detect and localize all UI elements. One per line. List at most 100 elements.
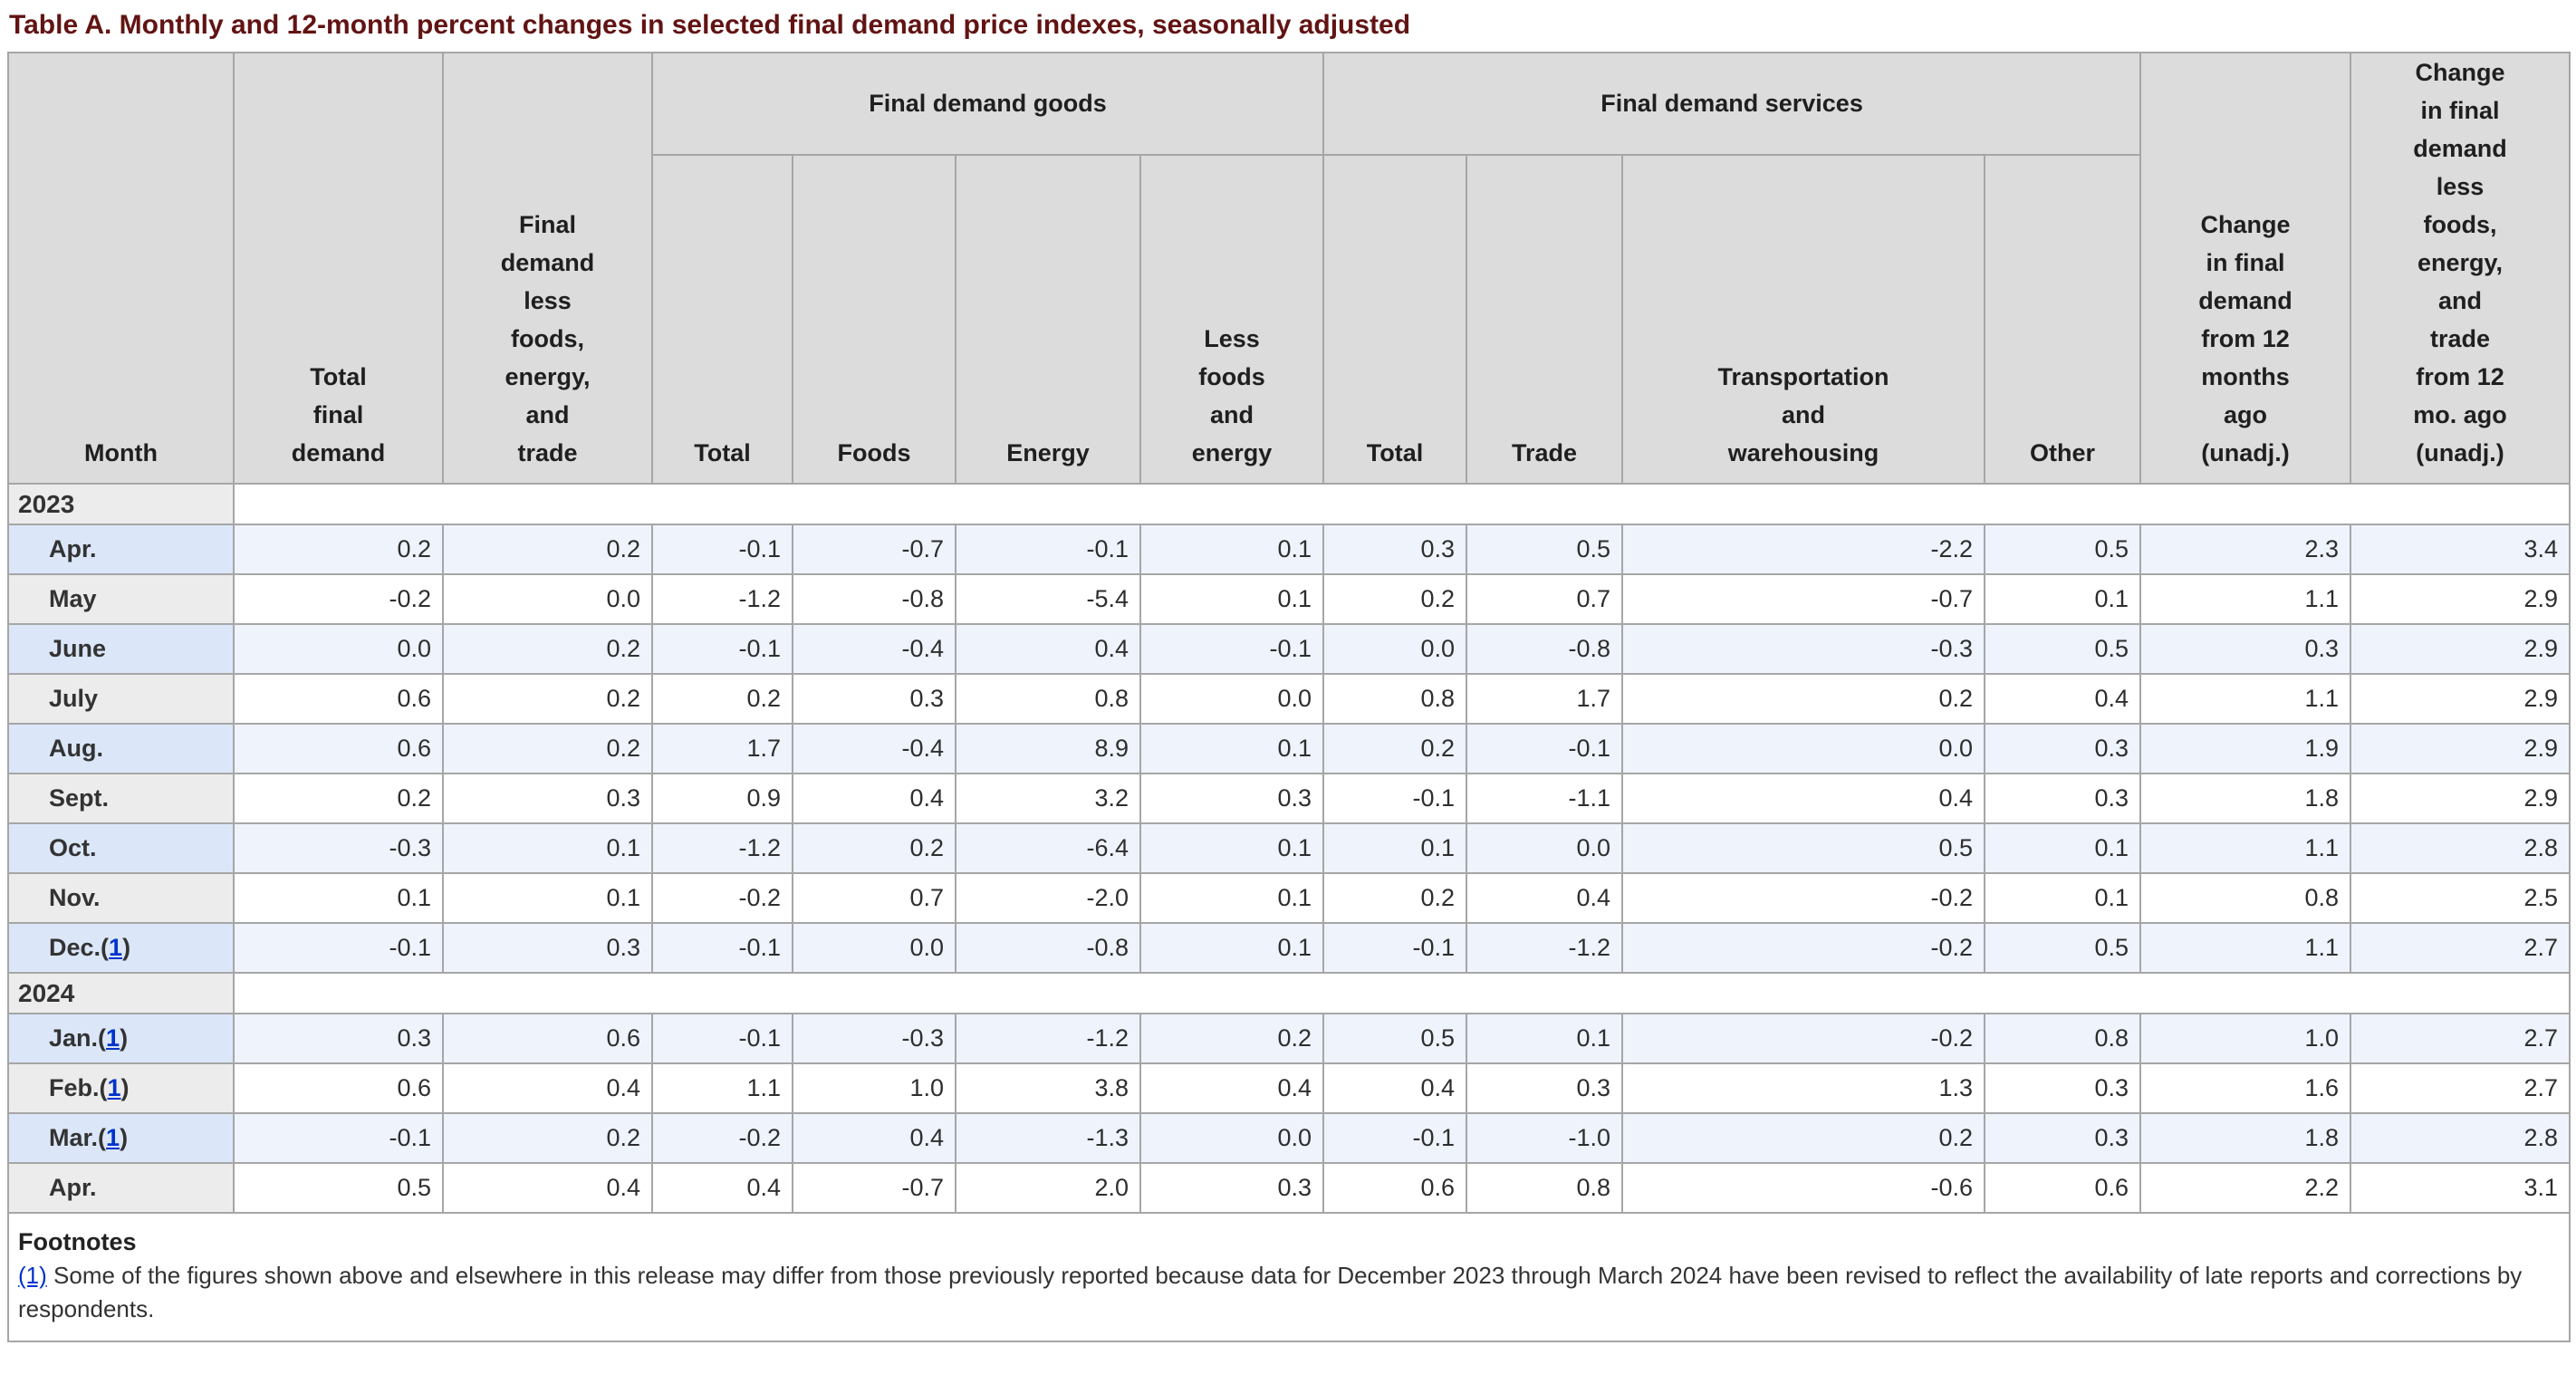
table-row: June 0.0 0.2 -0.1 -0.4 0.4 -0.1 0.0 -0.8 -0.3 0.5 0…: [7, 623, 2571, 675]
value-cell: -0.7: [792, 1162, 956, 1214]
month-label: May: [49, 585, 97, 612]
table-row: Nov. 0.1 0.1 -0.2 0.7 -2.0 0.1 0.2 0.4 -0.2 0.1 0.8…: [7, 872, 2571, 924]
header-goods-energy: Energy: [955, 153, 1141, 485]
month-label: Oct.: [49, 834, 97, 861]
value-cell: 0.4: [651, 1162, 793, 1214]
value-cell: 0.3: [792, 673, 956, 725]
header-services-trade: Trade: [1466, 153, 1624, 485]
value-cell: 0.4: [1466, 872, 1624, 924]
value-cell: -1.1: [1466, 773, 1624, 824]
value-cell: 2.7: [2350, 1013, 2571, 1064]
value-cell: 0.1: [233, 872, 444, 924]
value-cell: 0.8: [1984, 1013, 2142, 1064]
value-cell: 0.2: [1322, 573, 1468, 625]
value-cell: 0.2: [442, 673, 653, 725]
header-group-row: Month Total final demand Final demand le…: [7, 52, 2571, 485]
month-label: Mar.: [49, 1124, 99, 1151]
value-cell: 0.0: [792, 922, 956, 974]
value-cell: 0.3: [442, 922, 653, 974]
year-label: 2023: [7, 483, 235, 525]
value-cell: 8.9: [955, 723, 1141, 774]
value-cell: -0.8: [1466, 623, 1624, 675]
value-cell: 1.7: [651, 723, 793, 774]
table-row: Sept. 0.2 0.3 0.9 0.4 3.2 0.3 -0.1 -1.1 0.4 0.3 1.8…: [7, 773, 2571, 824]
value-cell: -1.2: [651, 822, 793, 874]
footnote-ref-paren: ): [120, 1024, 129, 1052]
value-cell: 0.6: [233, 723, 444, 774]
value-cell: 1.8: [2139, 773, 2352, 824]
value-cell: 0.4: [792, 1112, 956, 1164]
month-cell: May: [7, 573, 235, 625]
header-total-final-demand: Total final demand: [233, 52, 444, 485]
table-row: Feb.(1) 0.6 0.4 1.1 1.0 3.8 0.4 0.4 0.3 1.3 0.3 1.6…: [7, 1062, 2571, 1114]
month-cell: Aug.: [7, 723, 235, 774]
value-cell: 0.2: [792, 822, 956, 874]
value-cell: 0.4: [1984, 673, 2142, 725]
footnote-ref-link[interactable]: 1: [106, 1124, 120, 1151]
value-cell: 0.2: [442, 1112, 653, 1164]
value-cell: 0.1: [1984, 573, 2142, 625]
value-cell: 0.2: [1322, 872, 1468, 924]
value-cell: -0.2: [1621, 1013, 1986, 1064]
value-cell: -0.1: [233, 922, 444, 974]
value-cell: 2.9: [2350, 723, 2571, 774]
month-cell: Mar.(1): [7, 1112, 235, 1164]
value-cell: -0.1: [233, 1112, 444, 1164]
value-cell: -0.2: [1621, 922, 1986, 974]
month-cell: Feb.(1): [7, 1062, 235, 1114]
value-cell: 0.0: [1139, 673, 1325, 725]
value-cell: -0.3: [1621, 623, 1986, 675]
value-cell: 0.3: [2139, 623, 2352, 675]
value-cell: 0.6: [233, 673, 444, 725]
value-cell: -0.8: [955, 922, 1141, 974]
footnote-text: Some of the figures shown above and else…: [18, 1262, 2523, 1322]
value-cell: -0.1: [651, 623, 793, 675]
value-cell: 0.8: [955, 673, 1141, 725]
table-row: May -0.2 0.0 -1.2 -0.8 -5.4 0.1 0.2 0.7 -0.7 0.1 1.…: [7, 573, 2571, 625]
value-cell: 2.9: [2350, 573, 2571, 625]
month-label: Feb.: [49, 1074, 100, 1101]
month-cell: Jan.(1): [7, 1013, 235, 1064]
month-cell: June: [7, 623, 235, 675]
value-cell: 1.1: [2139, 922, 2352, 974]
value-cell: 0.4: [442, 1162, 653, 1214]
value-cell: 0.1: [1139, 573, 1325, 625]
month-cell: July: [7, 673, 235, 725]
value-cell: 0.1: [1984, 872, 2142, 924]
value-cell: 0.3: [1139, 1162, 1325, 1214]
footnote-ref-link[interactable]: 1: [109, 934, 123, 961]
value-cell: -6.4: [955, 822, 1141, 874]
footnote-marker-link[interactable]: (1): [18, 1262, 47, 1289]
value-cell: 0.2: [442, 524, 653, 575]
value-cell: 0.3: [233, 1013, 444, 1064]
header-services-total: Total: [1322, 153, 1468, 485]
value-cell: -0.1: [1139, 623, 1325, 675]
value-cell: 0.2: [233, 773, 444, 824]
month-label: Apr.: [49, 535, 97, 562]
footnote-ref-paren: (: [98, 1024, 107, 1052]
value-cell: 2.3: [2139, 524, 2352, 575]
value-cell: 0.1: [1322, 822, 1468, 874]
value-cell: 0.1: [1984, 822, 2142, 874]
value-cell: 0.3: [1984, 1112, 2142, 1164]
value-cell: 3.1: [2350, 1162, 2571, 1214]
value-cell: 0.8: [1322, 673, 1468, 725]
value-cell: 0.2: [1621, 1112, 1986, 1164]
value-cell: 0.2: [651, 673, 793, 725]
header-goods-less-foods-energy: Less foods and energy: [1139, 153, 1325, 485]
value-cell: 0.2: [1322, 723, 1468, 774]
month-cell: Dec.(1): [7, 922, 235, 974]
header-services-other: Other: [1984, 153, 2142, 485]
footnote-ref-link[interactable]: 1: [107, 1074, 121, 1101]
value-cell: 1.3: [1621, 1062, 1986, 1114]
value-cell: 3.4: [2350, 524, 2571, 575]
footnote-ref-link[interactable]: 1: [106, 1024, 120, 1052]
table-body: 2023 Apr. 0.2 0.2 -0.1 -0.7 -0.1 0.1 0.3 0.5 -2.2 0…: [7, 483, 2571, 1214]
value-cell: -1.2: [955, 1013, 1141, 1064]
price-index-table: Month Total final demand Final demand le…: [6, 52, 2571, 1342]
month-cell: Sept.: [7, 773, 235, 824]
table-footnotes: Footnotes (1) Some of the figures shown …: [6, 1212, 2571, 1342]
month-label: Apr.: [49, 1174, 97, 1201]
value-cell: -0.8: [792, 573, 956, 625]
header-change-12mo: Change in final demand from 12 months ag…: [2139, 52, 2352, 485]
